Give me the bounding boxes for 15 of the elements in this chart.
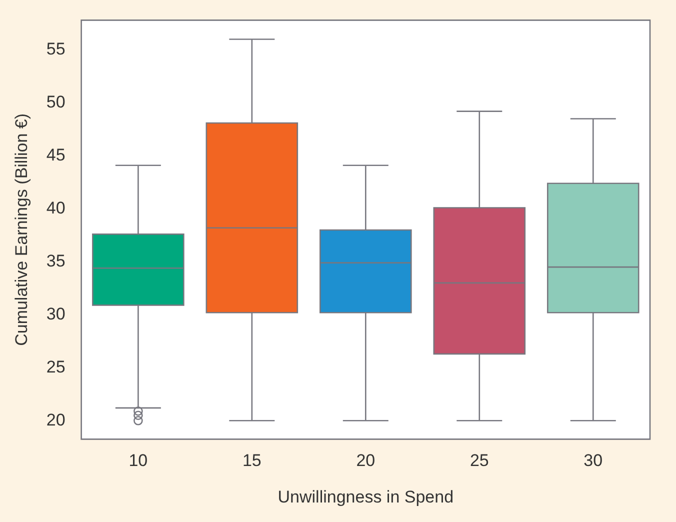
y-tick-label: 35: [46, 251, 66, 270]
y-tick-label: 25: [46, 357, 66, 376]
x-tick-label: 15: [242, 451, 262, 470]
y-tick-label: 40: [46, 198, 66, 218]
y-axis-title: Cumulative Earnings (Billion €): [12, 113, 31, 346]
x-tick-label: 30: [584, 451, 603, 470]
y-tick-label: 20: [46, 410, 66, 430]
x-tick-label: 20: [356, 451, 376, 470]
y-tick-label: 50: [46, 92, 66, 112]
y-tick-label: 55: [46, 40, 66, 59]
y-tick-label: 45: [46, 145, 66, 164]
x-axis-title: Unwillingness in Spend: [278, 487, 454, 506]
x-tick-label: 25: [470, 451, 489, 470]
x-tick-label: 10: [128, 451, 148, 470]
y-tick-label: 30: [46, 304, 66, 324]
